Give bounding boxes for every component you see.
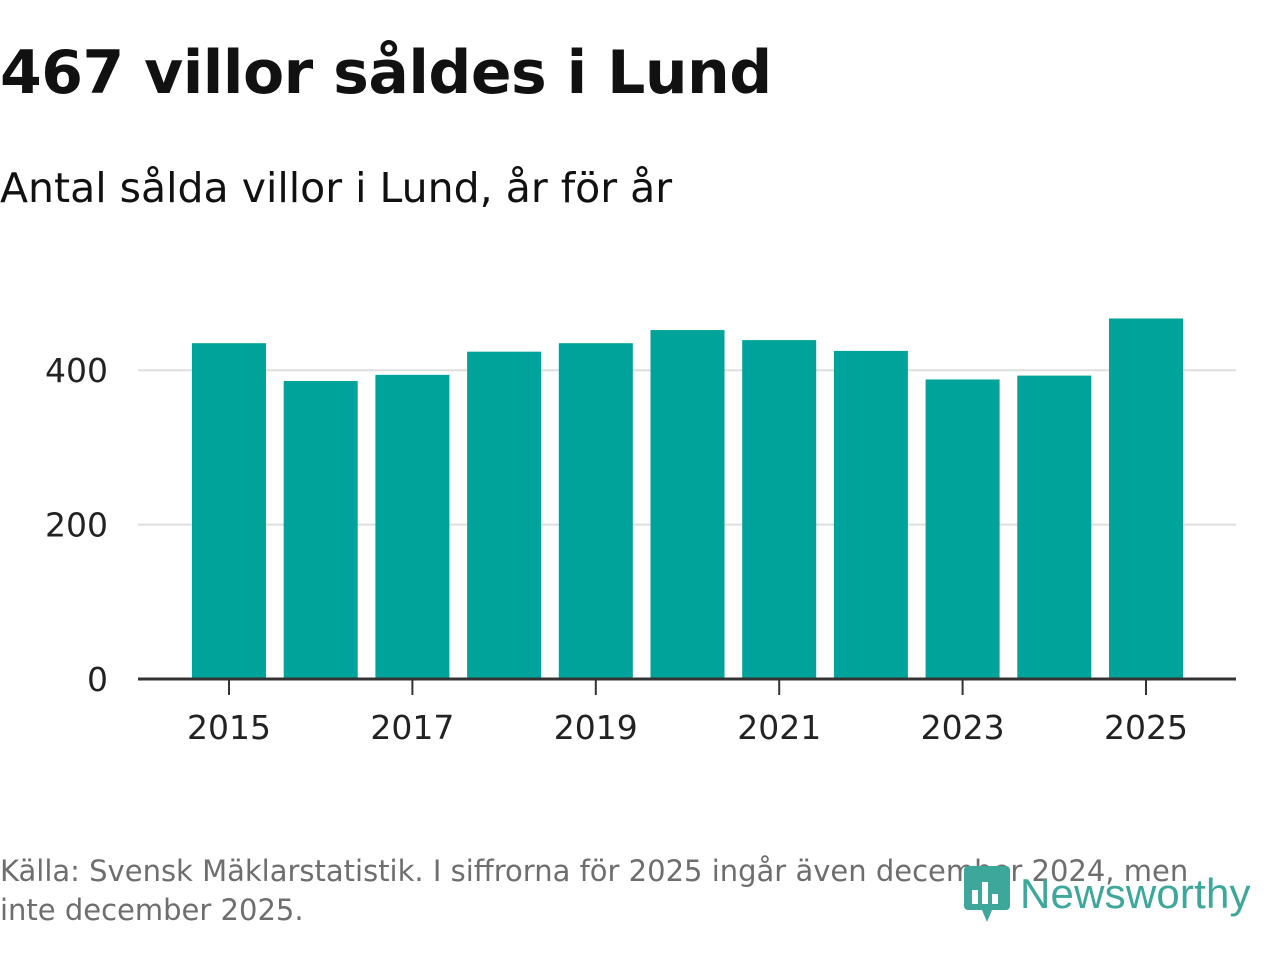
newsworthy-logo-icon <box>964 866 1010 922</box>
logo-text: Newsworthy <box>1020 870 1251 917</box>
bar-2022 <box>833 350 908 679</box>
chart-subtitle: Antal sålda villor i Lund, år för år <box>0 164 673 212</box>
x-tick-label: 2015 <box>187 708 271 747</box>
x-tick-label: 2019 <box>554 708 638 747</box>
x-tick-label: 2025 <box>1104 708 1188 747</box>
bar-2016 <box>283 381 358 679</box>
bar-chart: 0 200 400 2015 2017 2019 2021 2023 2025 <box>45 318 1236 747</box>
newsworthy-logo: Newsworthy <box>962 862 1251 926</box>
x-tick-label: 2023 <box>921 708 1005 747</box>
bar-2019 <box>558 343 633 679</box>
x-tick-label: 2017 <box>370 708 454 747</box>
bar-2023 <box>925 379 1000 679</box>
y-tick-label: 200 <box>45 506 108 545</box>
bar-2018 <box>467 351 542 679</box>
bar-2020 <box>650 330 725 679</box>
x-tick-label: 2021 <box>737 708 821 747</box>
bar-2015 <box>192 343 266 679</box>
y-tick-label: 400 <box>45 351 108 390</box>
bar-2021 <box>742 340 817 679</box>
bar-2017 <box>375 374 450 679</box>
chart-title: 467 villor såldes i Lund <box>0 38 772 108</box>
y-tick-label: 0 <box>87 660 108 699</box>
bar-2024 <box>1017 375 1092 679</box>
bar-2025 <box>1109 318 1183 679</box>
